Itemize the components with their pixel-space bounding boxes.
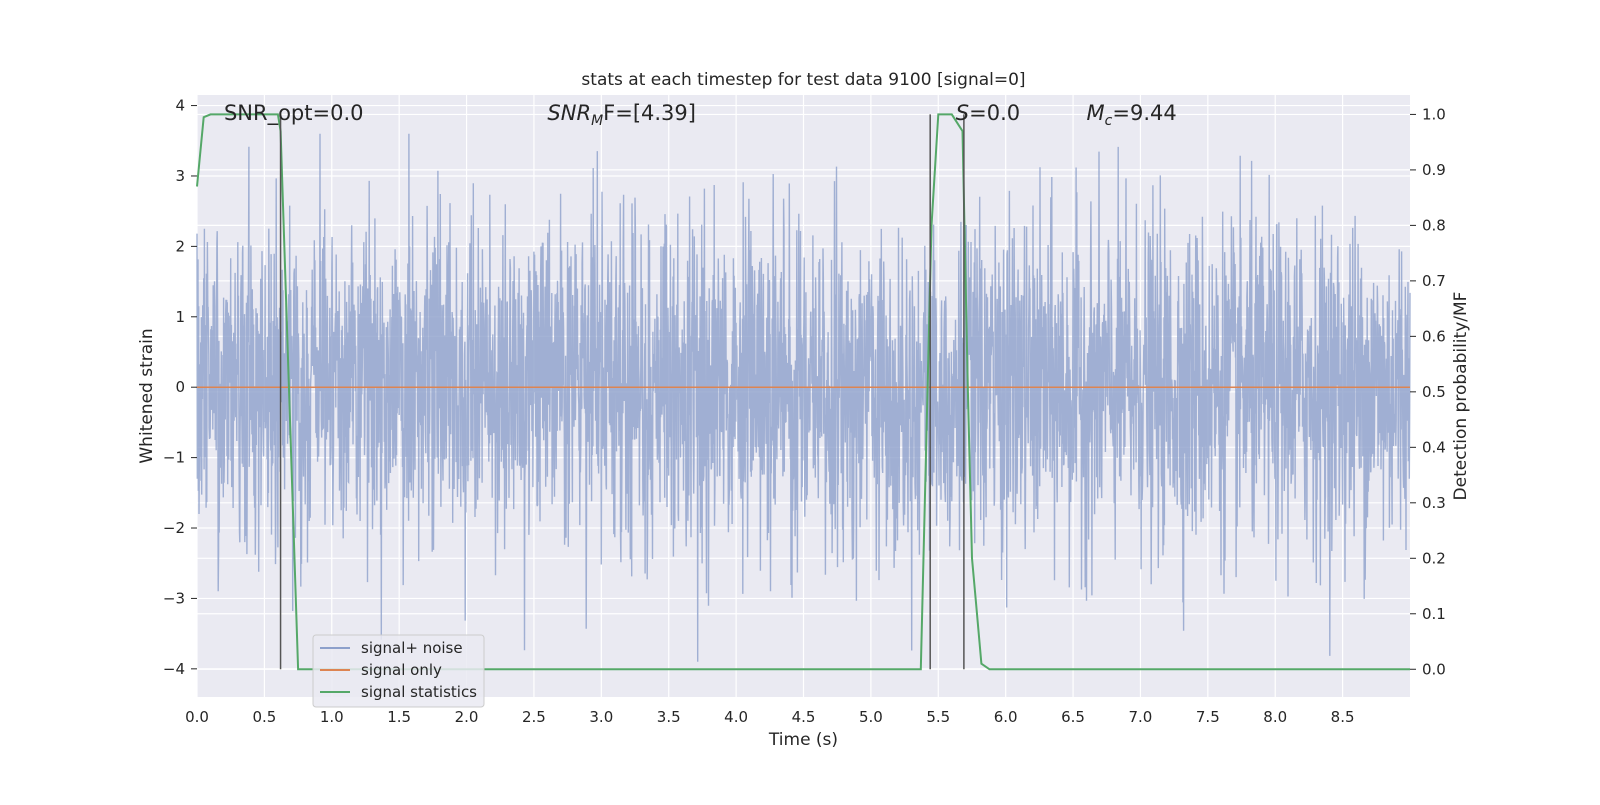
signal-statistics-series: [196, 113, 1410, 671]
y2-tick-label: 0.6: [1422, 327, 1446, 345]
series-signal-noise-line: [196, 133, 1411, 662]
y-tick-label: 3: [175, 167, 185, 185]
x-tick-label: 2.0: [455, 708, 479, 726]
y-tick-label: 1: [175, 308, 185, 326]
annotation-snr-opt: SNR_opt=0.0: [224, 101, 364, 126]
x-tick-label: 0.5: [252, 708, 276, 726]
legend-label-signal-only: signal only: [361, 661, 442, 679]
annotations: SNR_opt=0.0 SNRMF=[4.39] S=0.0 Mc=9.44: [224, 101, 1177, 129]
series-signal-statistics-line: [196, 113, 1410, 671]
x-tick-label: 1.0: [320, 708, 344, 726]
annotation-s-tail: =0.0: [969, 101, 1020, 125]
x-tick-label: 4.5: [792, 708, 816, 726]
legend-label-signal-statistics: signal statistics: [361, 683, 477, 701]
y-tick-label: −3: [163, 589, 185, 607]
x-tick-label: 3.0: [589, 708, 613, 726]
y-axis-label: Whitened strain: [137, 328, 157, 463]
y2-tick-label: 0.5: [1422, 383, 1446, 401]
chart-title: stats at each timestep for test data 910…: [581, 70, 1025, 90]
y-tick-label: −4: [163, 660, 185, 678]
y2-tick-label: 0.0: [1422, 660, 1446, 678]
x-tick-label: 8.5: [1331, 708, 1355, 726]
y2-tick-label: 1.0: [1422, 105, 1446, 123]
x-tick-label: 5.5: [926, 708, 950, 726]
x-axis-label: Time (s): [768, 730, 838, 750]
y-tick-label: 4: [175, 97, 185, 115]
legend: signal+ noise signal only signal statist…: [312, 634, 485, 708]
tick-labels: 0.0 0.5 1.0 1.5 2.0 2.5 3.0 3.5 4.0 4.5 5.0 5.5 6.0 6…: [163, 97, 1446, 726]
annotation-snr-mf-tail: F=[4.39]: [603, 101, 696, 125]
x-tick-label: 7.0: [1129, 708, 1153, 726]
annotation-snr-mf-base: SNR: [547, 101, 591, 125]
y2-tick-label: 0.2: [1422, 549, 1446, 567]
y2-axis-label: Detection probability/MF: [1451, 292, 1471, 501]
y2-tick-label: 0.3: [1422, 494, 1446, 512]
annotation-mc-sub: c: [1105, 113, 1113, 129]
annotation-s: S=0.0: [956, 101, 1020, 125]
y2-tick-label: 0.7: [1422, 272, 1446, 290]
annotation-mc: Mc=9.44: [1087, 101, 1177, 129]
y-tick-label: −1: [163, 449, 185, 467]
x-tick-label: 2.5: [522, 708, 546, 726]
y-tick-label: 0: [175, 378, 185, 396]
y2-tick-label: 0.4: [1422, 438, 1446, 456]
y2-tick-label: 0.1: [1422, 605, 1446, 623]
annotation-snr-mf-sub: M: [591, 113, 603, 129]
x-tick-label: 3.5: [657, 708, 681, 726]
legend-box: [312, 634, 485, 708]
noise-series: [196, 133, 1411, 662]
y2-tick-label: 0.8: [1422, 216, 1446, 234]
x-tick-label: 4.0: [724, 708, 748, 726]
annotation-s-base: S: [956, 101, 969, 125]
vertical-markers: [279, 114, 965, 670]
x-tick-label: 7.5: [1196, 708, 1220, 726]
y-tick-label: −2: [163, 519, 185, 537]
annotation-mc-base: M: [1087, 101, 1105, 125]
annotation-mc-tail: =9.44: [1112, 101, 1176, 125]
x-tick-label: 8.0: [1263, 708, 1287, 726]
y-tick-label: 2: [175, 237, 185, 255]
x-tick-label: 6.0: [994, 708, 1018, 726]
legend-label-signal-noise: signal+ noise: [361, 639, 463, 657]
x-tick-label: 0.0: [185, 708, 209, 726]
x-tick-label: 5.0: [859, 708, 883, 726]
y2-tick-label: 0.9: [1422, 161, 1446, 179]
x-tick-label: 1.5: [387, 708, 411, 726]
x-tick-label: 6.5: [1061, 708, 1085, 726]
annotation-snr-mf: SNRMF=[4.39]: [547, 101, 696, 129]
